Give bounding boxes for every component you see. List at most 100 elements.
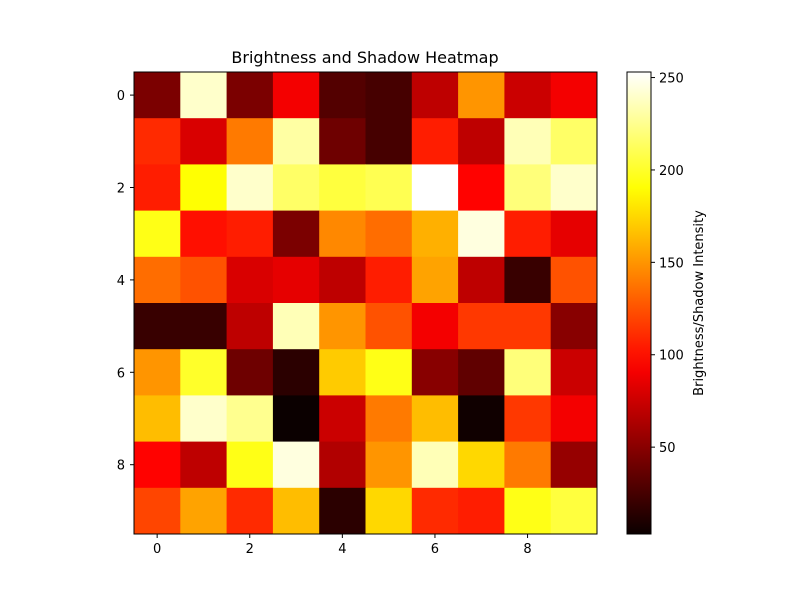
heatmap-cell — [458, 72, 505, 119]
heatmap-cell — [272, 164, 320, 212]
heatmap-cell — [319, 487, 366, 535]
heatmap-cell — [319, 72, 366, 119]
heatmap-cells — [134, 72, 598, 535]
heatmap-cell — [272, 349, 320, 396]
y-tick-label: 0 — [117, 89, 125, 104]
heatmap-cell — [411, 118, 459, 165]
heatmap-cell — [504, 349, 552, 396]
heatmap-cell — [458, 118, 505, 165]
heatmap-cell — [550, 210, 598, 258]
heatmap-cell — [134, 441, 181, 489]
y-tick-label: 2 — [117, 182, 125, 197]
heatmap-cell — [550, 164, 598, 212]
heatmap-cell — [272, 118, 320, 165]
heatmap-cell — [272, 441, 320, 489]
heatmap-cell — [365, 164, 413, 212]
colorbar-axis: 50 100 150 200 250 — [651, 72, 684, 456]
heatmap-cell — [319, 303, 366, 350]
heatmap-cell — [411, 303, 459, 350]
heatmap-cell — [226, 164, 274, 212]
heatmap-cell — [180, 256, 228, 304]
x-tick-label: 2 — [246, 542, 254, 557]
heatmap-cell — [458, 395, 505, 443]
colorbar-tick-label: 150 — [659, 256, 684, 271]
chart-title: Brightness and Shadow Heatmap — [231, 48, 498, 67]
heatmap-cell — [180, 441, 228, 489]
heatmap-cell — [226, 256, 274, 304]
heatmap-cell — [365, 72, 413, 119]
heatmap-cell — [550, 487, 598, 535]
heatmap-cell — [226, 118, 274, 165]
heatmap-cell — [134, 164, 181, 212]
heatmap-cell — [226, 72, 274, 119]
heatmap-cell — [134, 210, 181, 258]
heatmap-cell — [272, 487, 320, 535]
heatmap-cell — [504, 164, 552, 212]
heatmap-cell — [134, 72, 181, 119]
heatmap-cell — [504, 395, 552, 443]
heatmap-cell — [180, 164, 228, 212]
heatmap-cell — [180, 349, 228, 396]
heatmap-cell — [550, 256, 598, 304]
heatmap-cell — [504, 72, 552, 119]
x-tick-label: 4 — [338, 542, 346, 557]
heatmap-cell — [226, 441, 274, 489]
x-tick-label: 8 — [523, 542, 531, 557]
heatmap-cell — [365, 349, 413, 396]
heatmap-cell — [365, 210, 413, 258]
heatmap-cell — [134, 118, 181, 165]
heatmap-cell — [272, 256, 320, 304]
heatmap-cell — [550, 395, 598, 443]
heatmap-cell — [180, 72, 228, 119]
heatmap-cell — [134, 395, 181, 443]
x-tick-label: 0 — [153, 542, 161, 557]
heatmap-cell — [550, 118, 598, 165]
heatmap-cell — [411, 395, 459, 443]
heatmap-cell — [411, 210, 459, 258]
heatmap-cell — [365, 395, 413, 443]
heatmap-cell — [411, 441, 459, 489]
heatmap-cell — [134, 256, 181, 304]
heatmap-cell — [226, 349, 274, 396]
heatmap-cell — [411, 72, 459, 119]
heatmap-cell — [458, 303, 505, 350]
y-tick-label: 6 — [117, 366, 125, 381]
heatmap-cell — [504, 303, 552, 350]
heatmap-cell — [319, 164, 366, 212]
heatmap-cell — [411, 164, 459, 212]
heatmap-cell — [226, 303, 274, 350]
heatmap-cell — [226, 210, 274, 258]
heatmap-cell — [180, 303, 228, 350]
heatmap-cell — [504, 210, 552, 258]
heatmap-cell — [550, 441, 598, 489]
heatmap-cell — [550, 349, 598, 396]
heatmap-cell — [134, 303, 181, 350]
heatmap-cell — [504, 118, 552, 165]
heatmap-cell — [458, 210, 505, 258]
plot-frame — [133, 71, 598, 535]
heatmap-cell — [272, 303, 320, 350]
heatmap-cell — [319, 395, 366, 443]
heatmap-cell — [411, 487, 459, 535]
heatmap-cell — [319, 256, 366, 304]
heatmap-cell — [180, 487, 228, 535]
heatmap-cell — [550, 303, 598, 350]
colorbar — [626, 71, 652, 535]
colorbar-tick-label: 200 — [659, 164, 684, 179]
heatmap-cell — [365, 487, 413, 535]
heatmap-cell — [272, 395, 320, 443]
y-axis: 0 2 4 6 8 — [117, 89, 134, 474]
heatmap-cell — [504, 441, 552, 489]
heatmap-cell — [180, 210, 228, 258]
y-tick-label: 8 — [117, 459, 125, 474]
heatmap-cell — [365, 441, 413, 489]
heatmap-cell — [550, 72, 598, 119]
heatmap-cell — [226, 487, 274, 535]
heatmap-cell — [504, 256, 552, 304]
y-tick-label: 4 — [117, 274, 125, 289]
heatmap-cell — [319, 441, 366, 489]
colorbar-tick-label: 100 — [659, 349, 684, 364]
heatmap-cell — [134, 487, 181, 535]
heatmap-cell — [411, 256, 459, 304]
